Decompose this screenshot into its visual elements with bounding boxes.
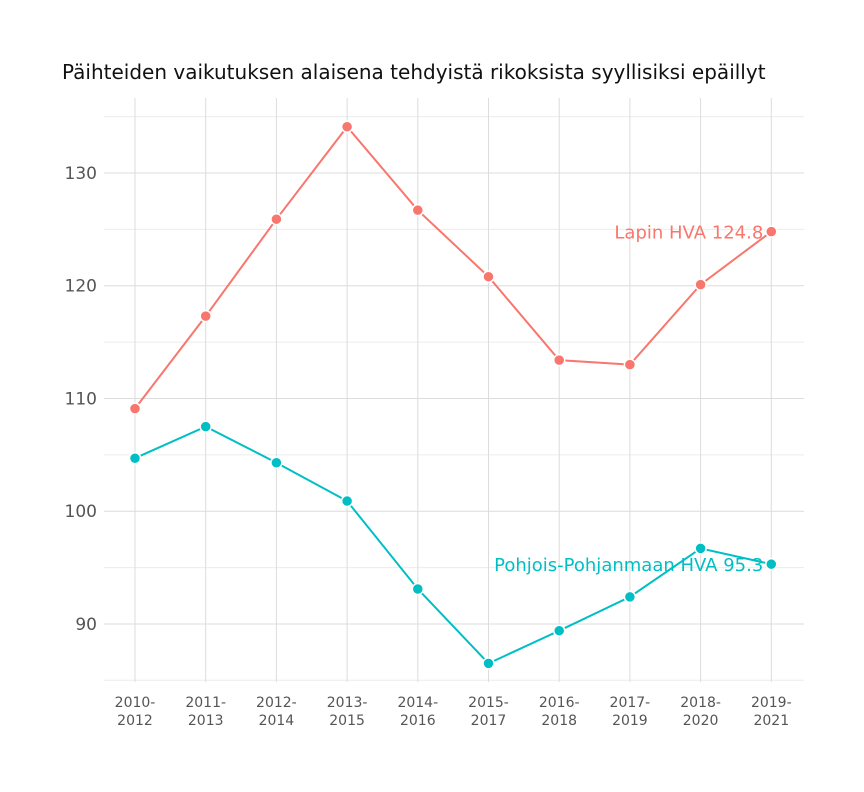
data-point	[128, 402, 142, 415]
data-point	[411, 582, 425, 596]
data-point	[482, 270, 495, 283]
y-tick-label: 110	[65, 389, 97, 409]
x-tick-label: 2011-	[185, 695, 226, 711]
data-point	[623, 590, 637, 604]
data-point	[482, 657, 495, 670]
data-point	[340, 494, 354, 508]
data-point	[552, 353, 566, 367]
y-tick-label: 120	[65, 277, 97, 297]
data-point	[340, 120, 354, 133]
series-1: Pohjois-Pohjanmaan HVA 95.3	[128, 420, 778, 670]
x-tick-label: 2019	[612, 713, 648, 729]
data-point	[411, 203, 425, 217]
x-tick-label: 2016	[400, 713, 436, 729]
x-tick-label: 2018	[541, 713, 577, 729]
data-point	[552, 624, 566, 637]
data-point	[623, 358, 637, 371]
x-tick-label: 2017-	[610, 695, 651, 711]
x-tick-label: 2012	[117, 713, 153, 729]
series-0: Lapin HVA 124.8	[128, 120, 778, 415]
x-tick-label: 2019-	[751, 695, 792, 711]
data-point	[199, 309, 212, 323]
series-line	[134, 425, 772, 665]
x-tick-label: 2015-	[468, 695, 509, 711]
y-tick-label: 90	[75, 615, 97, 635]
data-point	[270, 456, 283, 469]
series-line	[134, 125, 772, 410]
data-point	[270, 212, 283, 226]
data-point	[694, 278, 707, 291]
y-tick-label: 130	[65, 164, 97, 184]
series-end-label: Pohjois-Pohjanmaan HVA 95.3	[494, 555, 763, 576]
data-point	[694, 542, 707, 555]
chart-title: Päihteiden vaikutuksen alaisena tehdyist…	[62, 60, 766, 84]
data-point	[128, 451, 142, 465]
x-tick-label: 2010-	[115, 695, 156, 711]
x-tick-label: 2021	[753, 713, 789, 729]
x-tick-label: 2013-	[327, 695, 368, 711]
x-tick-label: 2013	[188, 713, 224, 729]
y-tick-label: 100	[65, 502, 97, 522]
data-point	[765, 557, 778, 571]
x-tick-label: 2015	[329, 713, 365, 729]
x-tick-label: 2017	[471, 713, 507, 729]
x-tick-label: 2012-	[256, 695, 297, 711]
x-tick-label: 2016-	[539, 695, 580, 711]
x-tick-label: 2018-	[680, 695, 721, 711]
series-end-label: Lapin HVA 124.8	[614, 223, 763, 244]
x-tick-label: 2014	[259, 713, 295, 729]
data-point	[765, 225, 778, 238]
x-tick-label: 2020	[683, 713, 719, 729]
data-point	[199, 420, 212, 433]
x-tick-label: 2014-	[397, 695, 438, 711]
